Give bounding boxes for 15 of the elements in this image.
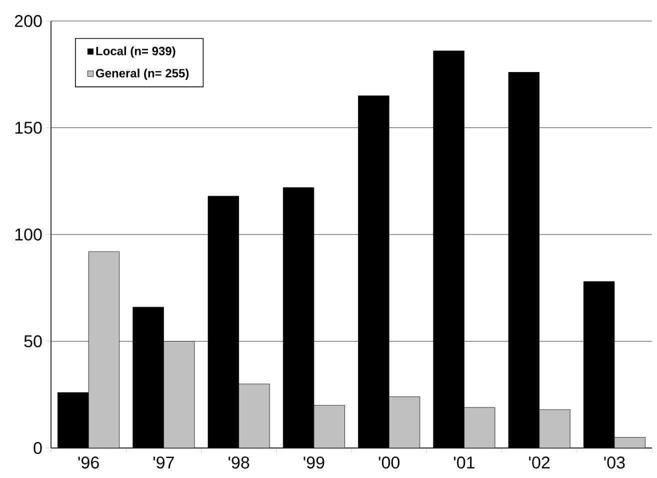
y-tick-label: 50 — [24, 335, 42, 348]
y-tick-label: 100 — [15, 228, 42, 241]
x-tick-label: '00 — [378, 456, 400, 469]
y-tick-label: 0 — [34, 442, 42, 454]
x-tick-label: '98 — [228, 456, 250, 469]
y-tick-label: 200 — [14, 14, 42, 28]
y-tick-label: 150 — [15, 122, 42, 134]
x-tick-label: '97 — [153, 456, 174, 469]
x-tick-label: '03 — [604, 456, 625, 469]
x-tick-label: '01 — [454, 456, 474, 469]
legend-label: Local (n= 939) — [96, 46, 176, 58]
x-tick-label: '96 — [78, 456, 99, 469]
legend-label: General (n= 255) — [96, 68, 189, 80]
x-tick-label: '99 — [304, 456, 324, 469]
x-tick-label: '02 — [529, 456, 550, 469]
